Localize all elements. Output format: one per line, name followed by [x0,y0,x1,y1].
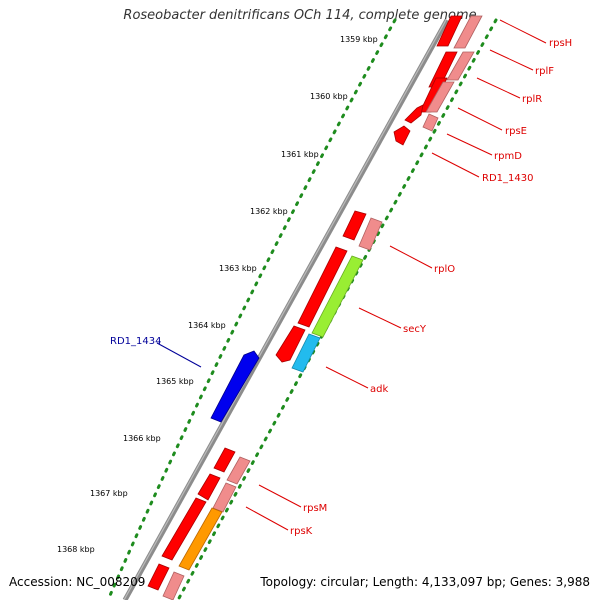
gene-arrow-red[interactable] [275,325,306,363]
tick-label: 1362 kbp [250,207,288,216]
tick-label: 1368 kbp [57,545,95,554]
genome-title: Roseobacter denitrificans OCh 114, compl… [123,8,477,23]
gene-arrow-pink[interactable] [446,51,475,81]
gene-arrow-red[interactable] [404,104,424,124]
axis-ticks: 1359 kbp 1360 kbp 1361 kbp 1362 kbp 1363… [57,35,378,554]
tick-label: 1366 kbp [123,434,161,443]
label-leaders [156,19,547,531]
inner-ruler-track [106,18,397,600]
tick-label: 1367 kbp [90,489,128,498]
tick-label: 1359 kbp [340,35,378,44]
genome-backbone-highlight [123,19,447,600]
gene-arrow-pink[interactable] [425,81,455,113]
gene-label-rpsM[interactable]: rpsM [303,503,327,514]
genome-summary-text: Topology: circular; Length: 4,133,097 bp… [260,575,590,589]
gene-arrow-red[interactable] [393,125,411,146]
gene-label-rpsK[interactable]: rpsK [290,526,313,537]
gene-arrow-pink[interactable] [162,571,185,600]
gene-label-adk[interactable]: adk [370,384,388,395]
gene-label-rplR[interactable]: rplR [522,94,542,105]
accession-text: Accession: NC_008209 [9,575,146,589]
gene-arrow-blue[interactable] [210,350,260,423]
gene-arrow-red[interactable] [213,447,236,473]
gene-name-labels: rpsH rplF rplR rpsE rpmD RD1_1430 rplO s… [110,38,572,537]
tick-label: 1360 kbp [310,92,348,101]
gene-arrow-pink[interactable] [453,15,483,49]
tick-label: 1365 kbp [156,377,194,386]
gene-label-rpmD[interactable]: rpmD [494,151,522,162]
gene-label-rplF[interactable]: rplF [535,66,554,77]
gene-label-rpsH[interactable]: rpsH [549,38,572,49]
gene-arrow-pink[interactable] [212,482,237,513]
tick-label: 1364 kbp [188,321,226,330]
gene-arrow-pink[interactable] [226,456,251,485]
tick-label: 1361 kbp [281,150,319,159]
tick-label: 1363 kbp [219,264,257,273]
gene-arrow-red[interactable] [161,497,207,561]
gene-label-rplO[interactable]: rplO [434,264,455,275]
gene-features [147,15,483,600]
gene-label-RD1_1434[interactable]: RD1_1434 [110,336,161,347]
gene-arrow-orange[interactable] [178,507,223,571]
gene-arrow-red[interactable] [147,563,170,591]
genome-backbone [122,18,450,600]
gene-arrow-pink[interactable] [422,113,439,132]
gene-label-rpsE[interactable]: rpsE [505,126,527,137]
gene-label-secY[interactable]: secY [403,324,427,335]
gene-arrow-red[interactable] [436,15,463,47]
gene-arrow-red[interactable] [342,210,367,241]
gene-arrow-green[interactable] [311,255,364,338]
gene-arrow-red[interactable] [297,246,348,328]
gene-arrow-red[interactable] [197,473,221,501]
gene-label-RD1_1430[interactable]: RD1_1430 [482,173,533,184]
gene-arrow-pink[interactable] [358,217,383,251]
gene-arrow-cyan[interactable] [291,333,321,373]
